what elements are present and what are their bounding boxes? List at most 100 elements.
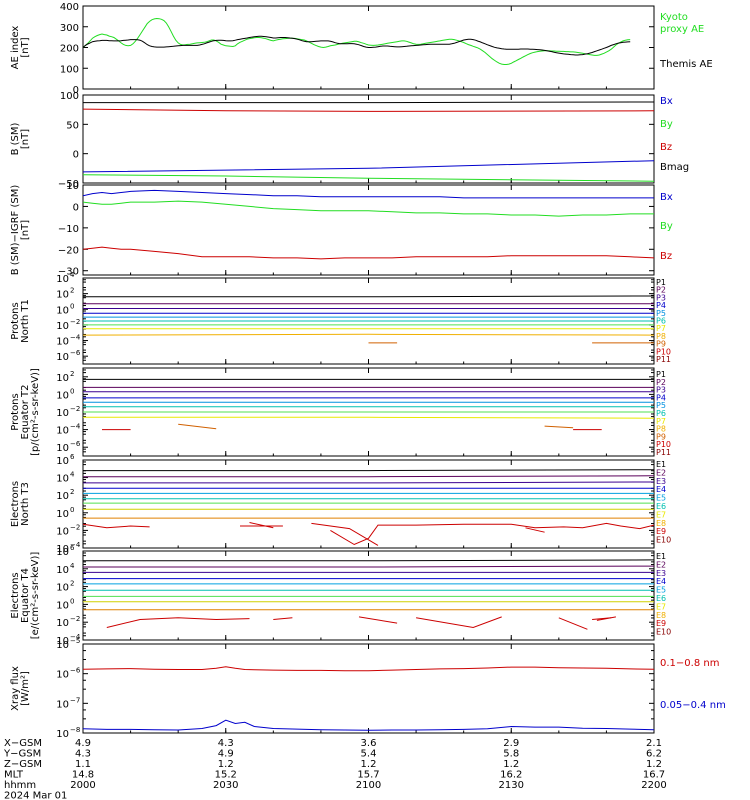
ephemeris-row-label: hhmm — [4, 780, 36, 791]
ephemeris-value: 15.2 — [215, 770, 237, 781]
legend-entry: Bmag — [660, 162, 689, 173]
y-tick-exponent: −4 — [70, 423, 81, 431]
y-tick-label: −20 — [58, 245, 79, 256]
ephemeris-value: 5.4 — [361, 749, 377, 760]
y-tick-label: 0 — [73, 150, 79, 161]
y-tick-label: 10 — [56, 474, 69, 485]
legend-entry: E6 — [656, 502, 666, 511]
y-tick-label: 10 — [56, 509, 69, 520]
ephemeris-value: 2130 — [499, 780, 524, 791]
y-tick-label: 10 — [56, 547, 69, 558]
y-axis-title: [p/(cm²-s-sr-keV)] — [30, 368, 41, 456]
panel-frame — [82, 459, 655, 549]
series-segment — [273, 617, 293, 620]
x-axis-ephemeris: X−GSM 4.9 4.3 3.6 2.9 2.1Y−GSM 4.3 4.9 5.4 5.8 6.2… — [3, 738, 667, 800]
legend-entry: P6 — [656, 409, 666, 418]
ephemeris-value: 4.9 — [218, 749, 234, 760]
y-tick-label: 10 — [56, 321, 69, 332]
y-axis-title: Equator T4 — [20, 568, 31, 623]
ephemeris-row-label: Z−GSM — [4, 759, 42, 770]
y-tick-label: 10 — [56, 408, 69, 419]
series-segment — [311, 522, 379, 546]
y-tick-label: 10 — [56, 600, 69, 611]
series-segment — [416, 616, 502, 629]
series-segment — [330, 522, 654, 546]
y-tick-label: −30 — [58, 267, 79, 278]
panel-frame — [82, 550, 655, 641]
legend-entry: E7 — [656, 510, 666, 519]
y-axis-title: [nT] — [20, 220, 31, 240]
y-tick-label: 200 — [60, 44, 79, 55]
ephemeris-value: 4.9 — [75, 738, 91, 749]
y-tick-label: 10 — [56, 290, 69, 301]
legend-entry: Bx — [660, 96, 673, 107]
y-tick-exponent: −2 — [70, 405, 80, 413]
legend-entry: Bz — [660, 142, 672, 153]
series-line-p8 — [83, 416, 654, 419]
y-axis-title: [e/(cm²-s-sr-keV)] — [30, 552, 41, 640]
legend-entry: P7 — [656, 324, 666, 333]
y-tick-exponent: −8 — [70, 726, 80, 734]
legend-entry: E4 — [656, 577, 666, 586]
y-tick-label: 10 — [56, 636, 69, 647]
y-tick-exponent: −4 — [70, 633, 81, 641]
y-axis-title: B (SM)−IGRF (SM) — [10, 185, 21, 276]
series-segment — [358, 616, 398, 624]
y-tick-label: 10 — [56, 373, 69, 384]
y-tick-exponent: 2 — [70, 488, 74, 496]
y-axis-title: [nT] — [20, 129, 31, 149]
y-axis-title: Protons — [10, 393, 21, 430]
y-tick-exponent: 0 — [70, 597, 74, 605]
y-tick-label: 0 — [73, 85, 79, 96]
series-segment — [83, 523, 150, 529]
y-axis-title: North T1 — [20, 299, 31, 343]
legend-entry: By — [660, 119, 673, 130]
legend-entry: E7 — [656, 602, 666, 611]
y-tick-label: 10 — [56, 670, 69, 681]
series-line-bmag — [83, 101, 654, 104]
series-segment — [178, 423, 217, 430]
legend-entry: E3 — [656, 569, 666, 578]
panel-frame — [82, 643, 655, 734]
legend-entry: P4 — [656, 393, 666, 402]
y-tick-exponent: −2 — [70, 318, 80, 326]
y-tick-exponent: −7 — [70, 696, 80, 704]
legend-entry: E1 — [656, 460, 666, 469]
y-tick-label: 100 — [60, 64, 79, 75]
series-line-kyoto-proxy-ae — [83, 17, 631, 65]
ephemeris-row-label: MLT — [4, 770, 24, 781]
legend-entry: P2 — [656, 378, 666, 387]
series-line-e3 — [83, 481, 654, 484]
y-axis-title: North T3 — [20, 482, 31, 526]
y-tick-label: 10 — [56, 583, 69, 594]
legend-entry: P1 — [656, 370, 666, 379]
y-tick-label: 10 — [56, 618, 69, 629]
series-segment — [106, 617, 250, 628]
series-group — [83, 189, 654, 260]
ephemeris-value: 1.2 — [503, 759, 519, 770]
y-tick-exponent: 0 — [70, 506, 74, 514]
legend-entry: 0.1−0.8 nm — [660, 658, 719, 669]
ephemeris-value: 16.2 — [500, 770, 522, 781]
series-group — [83, 101, 654, 182]
y-tick-label: −50 — [58, 179, 79, 190]
legend-entry: P4 — [656, 301, 666, 310]
y-tick-label: 10 — [56, 426, 69, 437]
ephemeris-value: 15.7 — [357, 770, 379, 781]
y-tick-exponent: −4 — [70, 541, 81, 549]
y-axis-title: AE index — [10, 26, 21, 70]
y-axis-title: Xray flux — [10, 666, 21, 711]
y-tick-label: 10 — [56, 526, 69, 537]
y-axis-title: Electrons — [10, 481, 21, 527]
y-tick-label: 10 — [56, 305, 69, 316]
panel-frame — [82, 184, 655, 276]
ephemeris-value: 2100 — [356, 780, 381, 791]
ephemeris-value: 1.2 — [646, 759, 662, 770]
series-line-bx — [83, 189, 654, 199]
legend-entry: P10 — [656, 347, 671, 356]
legend-entry: E2 — [656, 560, 666, 569]
